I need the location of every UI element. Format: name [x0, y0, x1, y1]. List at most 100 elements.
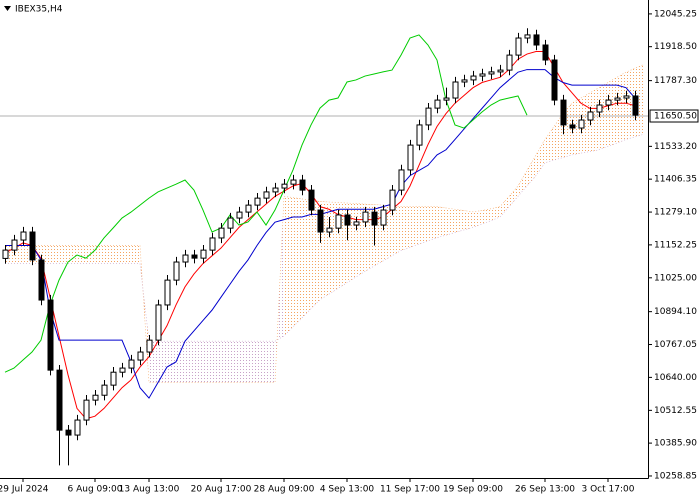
candle-body: [119, 367, 126, 373]
candle-body: [299, 179, 306, 191]
candle-body: [254, 197, 261, 206]
x-tick-label: 4 Sep 13:00: [320, 485, 375, 495]
cloud-segment: [473, 210, 482, 228]
candle-body: [218, 227, 225, 239]
candle-body: [272, 187, 279, 193]
y-tick-label: 11787.30: [654, 76, 697, 86]
cloud-segment: [77, 245, 86, 264]
candle-body: [290, 179, 297, 185]
cloud-segment: [194, 341, 203, 383]
last-price-box: [649, 109, 699, 123]
candle-body: [551, 59, 558, 101]
y-tick-label: 11918.50: [654, 42, 697, 52]
candle-body: [155, 304, 162, 341]
cloud-segment: [509, 185, 518, 207]
cloud-segment: [104, 245, 113, 264]
candle-body: [326, 227, 333, 233]
y-tick-label: 11152.25: [654, 240, 697, 250]
candle-body: [209, 237, 216, 251]
candle-body: [506, 54, 513, 71]
cloud-segment: [455, 209, 464, 233]
cloud-segment: [203, 341, 212, 383]
cloud-segment: [68, 245, 77, 264]
candle-body: [461, 79, 468, 83]
candle-body: [371, 211, 378, 226]
cloud-segment: [50, 245, 59, 264]
candle-body: [560, 99, 567, 126]
cloud-segment: [428, 206, 437, 241]
candle-body: [380, 209, 387, 226]
candle-body: [398, 169, 405, 191]
x-tick-label: 20 Aug 17:00: [191, 485, 252, 495]
y-tick-label: 11406.35: [654, 175, 697, 185]
cloud-segment: [518, 170, 527, 197]
candle-body: [2, 249, 9, 259]
cloud-segment: [446, 207, 455, 236]
cloud-segment: [257, 341, 266, 383]
cloud-segment: [617, 72, 626, 144]
x-tick-label: 28 Aug 09:00: [254, 485, 315, 495]
candle-body: [20, 231, 27, 241]
candle-body: [173, 261, 180, 281]
cloud-segment: [185, 341, 194, 383]
cloud-segment: [626, 68, 635, 140]
cloud-segment: [131, 245, 140, 264]
symbol-menu-arrow[interactable]: [4, 6, 11, 11]
candle-body: [236, 211, 243, 219]
candle-body: [38, 259, 45, 301]
cloud-segment: [392, 205, 401, 256]
candle-body: [353, 221, 360, 226]
candle-body: [470, 75, 477, 81]
cloud-segment: [176, 341, 185, 383]
cloud-segment: [158, 341, 167, 383]
candle-body: [74, 419, 81, 436]
y-tick-label: 12045.25: [654, 9, 697, 19]
cloud-span-line: [5, 133, 645, 342]
x-tick-label: 3 Oct 17:00: [582, 485, 635, 495]
cloud-segment: [59, 245, 68, 264]
candle-body: [515, 37, 522, 56]
cloud-segment: [140, 245, 149, 383]
candle-body: [632, 95, 639, 116]
x-tick-label: 11 Sep 17:00: [380, 485, 440, 495]
candle-body: [344, 214, 351, 226]
candle-body: [443, 97, 450, 101]
candle-body: [569, 124, 576, 129]
candle-body: [416, 124, 423, 146]
candle-body: [452, 81, 459, 99]
y-tick-label: 10512.55: [654, 406, 697, 416]
cloud-segment: [536, 139, 545, 176]
candle-body: [434, 99, 441, 109]
y-tick-label: 11279.10: [654, 208, 697, 218]
candle-body: [47, 299, 54, 371]
cloud-segment: [167, 341, 176, 383]
y-tick-label: 10767.05: [654, 340, 697, 350]
candle-body: [407, 144, 414, 171]
candle-body: [146, 339, 153, 353]
cloud-segment: [437, 206, 446, 238]
candle-body: [137, 351, 144, 361]
candle-body: [101, 384, 108, 396]
candle-body: [182, 254, 189, 263]
candle-body: [29, 231, 36, 261]
x-tick-label: 19 Sep 09:00: [443, 485, 503, 495]
candle-body: [524, 34, 531, 39]
cloud-segment: [419, 206, 428, 245]
y-tick-label: 11533.20: [654, 142, 697, 152]
candle-body: [335, 214, 342, 229]
x-tick-label: 26 Sep 13:00: [515, 485, 575, 495]
cloud-segment: [266, 341, 275, 383]
candle-body: [263, 191, 270, 199]
candle-body: [317, 209, 324, 233]
candle-body: [200, 249, 207, 259]
candle-body: [191, 254, 198, 259]
candle-body: [497, 69, 504, 73]
cloud-segment: [608, 77, 617, 147]
candle-body: [533, 34, 540, 46]
candle-body: [281, 183, 288, 189]
candle-body: [578, 119, 585, 129]
candle-body: [308, 189, 315, 211]
candle-body: [614, 97, 621, 101]
